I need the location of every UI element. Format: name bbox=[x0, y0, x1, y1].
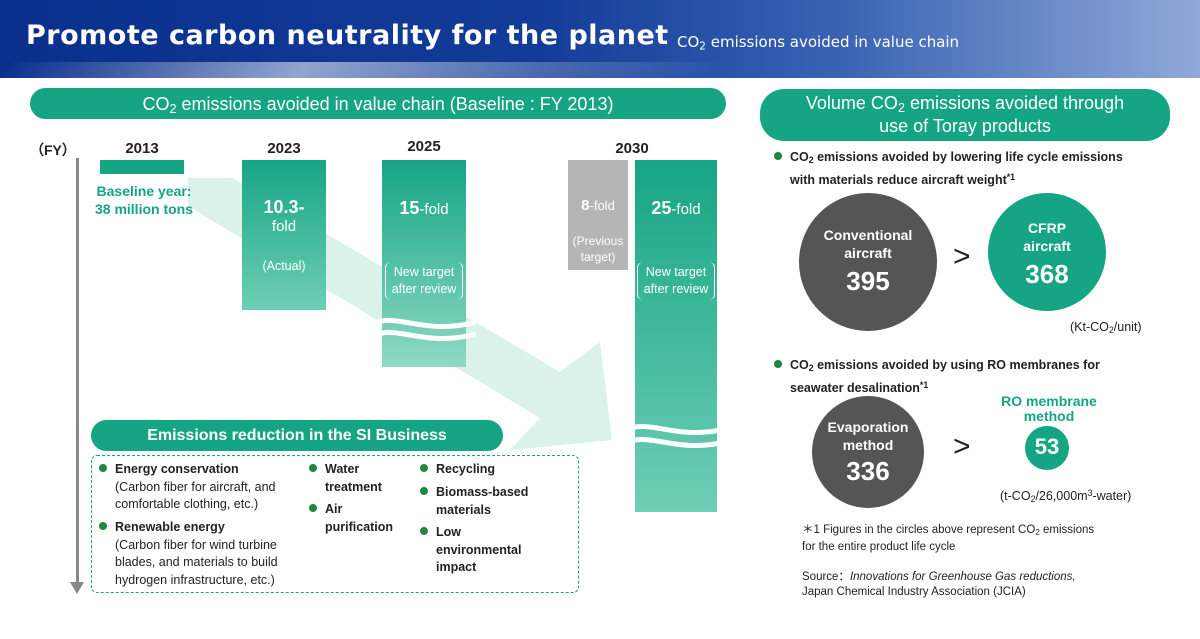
si-business-heading: Emissions reduction in the SI Business bbox=[91, 420, 503, 451]
bullet-dot bbox=[309, 504, 317, 512]
axis-break-2025 bbox=[372, 318, 476, 341]
aircraft-unit: (Kt-CO2/unit) bbox=[1070, 320, 1142, 336]
si-water-treatment: Water treatment bbox=[309, 461, 419, 496]
bar-2030 bbox=[635, 160, 717, 512]
source-citation: Source：Innovations for Greenhouse Gas re… bbox=[802, 571, 1076, 598]
time-axis-arrowhead bbox=[70, 582, 84, 594]
bullet-dot bbox=[420, 487, 428, 495]
bar-2023 bbox=[242, 160, 326, 310]
evaporation-method-circle: Evaporation method 336 bbox=[812, 396, 924, 508]
si-biomass-materials: Biomass-based materials bbox=[420, 484, 570, 519]
value-chain-heading: CO2 emissions avoided in value chain (Ba… bbox=[30, 88, 726, 119]
year-label-2030: 2030 bbox=[615, 140, 649, 157]
bar-2013 bbox=[100, 160, 184, 174]
bar-2023-label: 10.3- fold (Actual) bbox=[262, 197, 306, 273]
bar-2030-previous bbox=[568, 160, 628, 270]
bullet-dot bbox=[99, 464, 107, 472]
bar-2025-label: 15-fold bbox=[399, 198, 449, 218]
year-label-2013: 2013 bbox=[125, 140, 159, 157]
baseline-label: Baseline year: 38 million tons bbox=[94, 183, 193, 217]
si-recycling: Recycling bbox=[420, 461, 570, 479]
bullet-dot bbox=[420, 527, 428, 535]
bar-2030-label: 25-fold bbox=[651, 198, 701, 218]
cfrp-aircraft-circle: CFRP aircraft 368 bbox=[988, 193, 1106, 311]
bullet-dot bbox=[99, 522, 107, 530]
bar-2030-new-target-note: New target after review bbox=[637, 262, 715, 300]
page-subtitle: CO2 emissions avoided in value chain bbox=[677, 33, 960, 53]
si-air-purification: Air purification bbox=[309, 501, 419, 536]
bar-2030-previous-label: 8-fold (Previous target) bbox=[572, 197, 624, 264]
bullet-dot bbox=[420, 464, 428, 472]
year-label-2023: 2023 bbox=[267, 140, 301, 157]
si-business-box bbox=[91, 455, 579, 593]
si-energy-conservation: Energy conservation (Carbon fiber for ai… bbox=[99, 461, 309, 514]
ro-unit: (t-CO2/26,000m3-water) bbox=[1000, 488, 1132, 505]
bullet-dot bbox=[309, 464, 317, 472]
si-renewable-energy: Renewable energy (Carbon fiber for wind … bbox=[99, 519, 309, 589]
si-low-environmental-impact: Low environmental impact bbox=[420, 524, 570, 577]
year-label-2025: 2025 bbox=[407, 138, 441, 155]
axis-break-2030 bbox=[625, 424, 729, 448]
greater-than-sign: > bbox=[953, 240, 971, 273]
ro-bullet: CO2 emissions avoided by using RO membra… bbox=[774, 357, 1174, 397]
aircraft-bullet: CO2 emissions avoided by lowering life c… bbox=[774, 149, 1174, 189]
fy-axis-label: （FY） bbox=[30, 142, 76, 158]
footnote: ＊1 Figures in the circles above represen… bbox=[802, 524, 1095, 553]
greater-than-sign: > bbox=[953, 430, 971, 463]
toray-products-heading: Volume CO2 emissions avoided through use… bbox=[760, 89, 1170, 141]
bar-2025-new-target-note: New target after review bbox=[385, 262, 463, 300]
ro-membrane-title: RO membrane method bbox=[1001, 393, 1097, 424]
header-banner: Promote carbon neutrality for the planet… bbox=[0, 0, 1200, 78]
bullet-dot bbox=[774, 360, 782, 368]
ro-membrane-circle: 53 bbox=[1025, 426, 1069, 470]
page-title: Promote carbon neutrality for the planet bbox=[26, 20, 669, 51]
time-axis bbox=[76, 158, 79, 588]
conventional-aircraft-circle: Conventional aircraft 395 bbox=[799, 193, 937, 331]
bullet-dot bbox=[774, 152, 782, 160]
